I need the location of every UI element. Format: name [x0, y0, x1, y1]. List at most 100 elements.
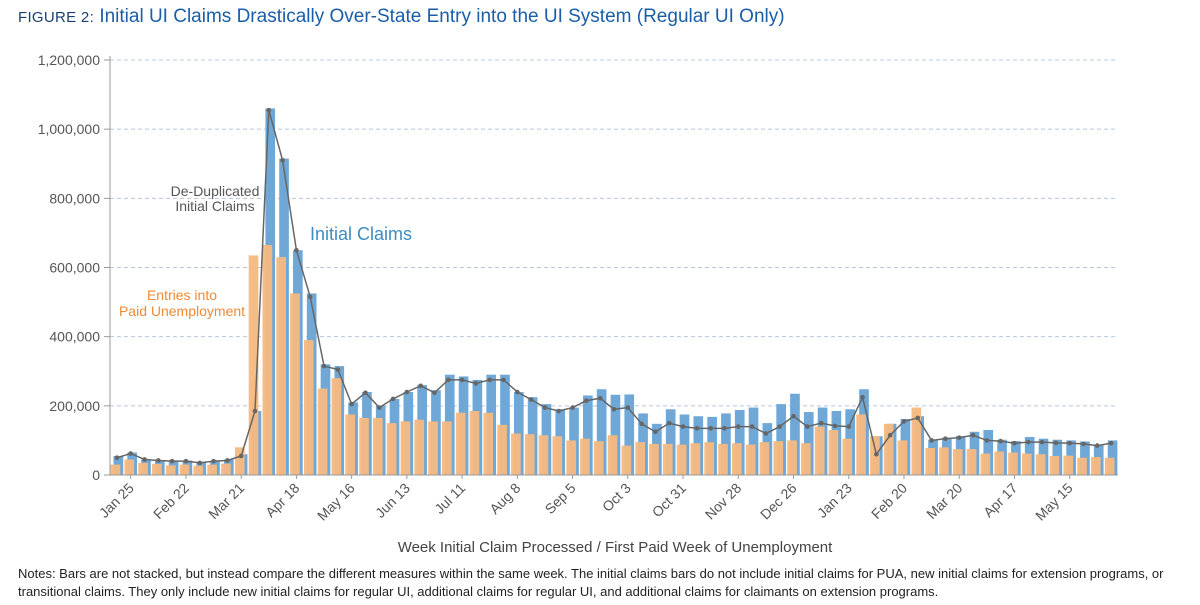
dedup-point	[390, 396, 396, 402]
entries-annotation: Entries into Paid Unemployment	[119, 287, 245, 319]
entries-bar	[635, 442, 645, 475]
entries-bar	[276, 257, 286, 475]
dedup-point	[1081, 441, 1086, 447]
dedup-point	[1039, 439, 1045, 445]
y-tick-label: 800,000	[49, 190, 100, 206]
entries-bar	[814, 426, 825, 475]
entries-bar	[248, 255, 259, 475]
entries-bar	[1035, 454, 1046, 475]
x-tick-label: Nov 28	[702, 480, 745, 523]
x-tick-label: Dec 26	[757, 480, 800, 523]
entries-bar	[980, 453, 991, 475]
x-tick-label: Sep 5	[542, 480, 579, 517]
dedup-point	[211, 458, 216, 464]
dedup-point	[1094, 443, 1100, 448]
entries-bar	[1021, 453, 1032, 475]
x-tick-label: Feb 20	[868, 480, 910, 522]
dedup-point	[998, 438, 1003, 444]
dedup-point	[156, 458, 161, 463]
entries-bar	[580, 438, 590, 475]
entries-bar	[345, 414, 356, 475]
dedup-point	[666, 420, 672, 426]
entries-bar	[511, 433, 521, 475]
entries-bar	[442, 421, 452, 475]
entries-bar	[952, 449, 963, 475]
entries-bar	[856, 414, 866, 475]
dedup-point	[487, 377, 493, 383]
dedup-point	[735, 424, 741, 429]
entries-bars	[110, 245, 1115, 475]
entries-bar	[1049, 455, 1060, 475]
dedup-point	[694, 426, 700, 431]
dedup-point	[307, 294, 313, 300]
figure-label: FIGURE 2:	[18, 9, 95, 26]
dedup-point	[929, 438, 934, 443]
entries-bar	[897, 440, 908, 475]
entries-bar	[497, 424, 507, 475]
y-tick-label: 0	[92, 467, 100, 483]
dedup-point	[611, 406, 617, 412]
initial-claims-bar	[983, 430, 994, 475]
dedup-point	[956, 435, 962, 440]
dedup-point	[238, 453, 244, 459]
entries-bar	[1063, 455, 1074, 475]
entries-bar	[649, 443, 659, 475]
initial-claims-bar	[776, 404, 786, 475]
dedup-point	[984, 438, 990, 443]
initial-claims-bar	[748, 407, 759, 475]
entries-bar	[911, 407, 922, 475]
y-tick-label: 1,000,000	[38, 121, 100, 137]
entries-bar	[262, 245, 273, 475]
dedup-point	[846, 424, 852, 429]
entries-bar	[842, 438, 853, 475]
dedup-point	[446, 377, 451, 383]
entries-bar	[124, 459, 135, 475]
x-axis-title: Week Initial Claim Processed / First Pai…	[398, 539, 833, 556]
entries-bar	[801, 443, 811, 475]
x-tick-label: Oct 31	[649, 480, 690, 521]
dedup-point	[722, 426, 727, 431]
dedup-point	[818, 420, 824, 426]
dedup-point	[197, 460, 203, 466]
entries-bar	[994, 451, 1005, 475]
entries-bar	[690, 443, 701, 475]
dedup-point	[528, 397, 534, 402]
dedup-point	[625, 405, 631, 410]
entries-bar	[1091, 457, 1101, 475]
dedup-point	[860, 394, 865, 400]
initial-claims-annotation: Initial Claims	[310, 224, 412, 244]
entries-bar	[138, 462, 148, 475]
chart-notes: Notes: Bars are not stacked, but instead…	[18, 566, 1164, 599]
entries-bar	[607, 435, 618, 475]
entries-bar	[152, 463, 162, 475]
dedup-point	[1025, 439, 1031, 445]
annotation-line: De-Duplicated	[171, 183, 260, 199]
dedup-point	[542, 405, 548, 410]
entries-bar	[1008, 452, 1018, 475]
x-tick-label: Jan 23	[814, 480, 855, 521]
initial-claims-bar	[665, 409, 676, 475]
entries-bar	[966, 449, 977, 475]
dedup-point	[680, 424, 686, 429]
dedup-point	[777, 424, 782, 429]
annotation-line: Entries into	[147, 287, 217, 303]
dedup-point	[363, 390, 368, 395]
dedup-point	[183, 458, 189, 464]
entries-bar	[414, 419, 425, 475]
entries-bar	[731, 443, 742, 475]
entries-bar	[538, 435, 549, 475]
dedup-point	[805, 424, 810, 429]
annotation-line: Initial Claims	[310, 224, 412, 244]
dedup-point	[749, 424, 755, 429]
dedup-point	[639, 421, 644, 427]
entries-bar	[925, 448, 935, 475]
dedup-point	[294, 247, 299, 253]
dedup-point	[128, 451, 134, 456]
entries-bar	[524, 434, 535, 475]
y-tick-label: 600,000	[49, 260, 100, 276]
dedup-point	[114, 455, 120, 461]
grid-layer	[110, 59, 1118, 407]
entries-bar	[566, 440, 576, 475]
entries-bar	[469, 411, 480, 475]
entries-bar	[400, 421, 411, 475]
